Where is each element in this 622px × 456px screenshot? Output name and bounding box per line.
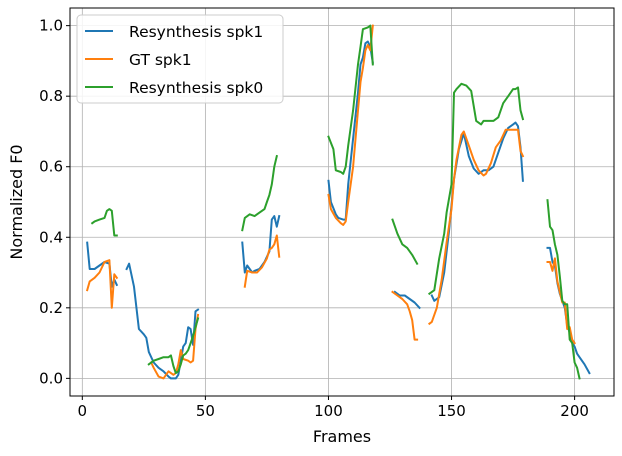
y-axis-label: Normalized F0 [7, 144, 26, 259]
y-tick-label: 1.0 [39, 17, 63, 35]
series-line-resynthesis-spk0 [391, 218, 419, 266]
x-tick-label: 100 [314, 402, 343, 420]
x-axis-label: Frames [313, 427, 371, 446]
series-line-gt-spk1 [149, 313, 200, 380]
series-line-resynthesis-spk0 [90, 208, 118, 237]
series-line-gt-spk1 [391, 290, 419, 341]
series-lines [85, 24, 591, 380]
series-line-gt-spk1 [327, 24, 374, 226]
x-tick-label: 0 [78, 402, 88, 420]
x-tick-label: 200 [560, 402, 589, 420]
x-tick-label: 150 [437, 402, 466, 420]
series-line-resynthesis-spk0 [147, 317, 200, 375]
y-tick-label: 0.8 [39, 87, 63, 105]
series-resynthesis-spk0 [90, 24, 581, 380]
series-line-resynthesis-spk0 [428, 82, 525, 296]
legend-label-resynthesis-spk1: Resynthesis spk1 [129, 23, 263, 41]
y-tick-label: 0.2 [39, 299, 63, 317]
y-tick-label: 0.0 [39, 369, 63, 387]
x-tick-label: 50 [196, 402, 215, 420]
legend: Resynthesis spk1 GT spk1 Resynthesis spk… [76, 14, 284, 104]
series-line-resynthesis-spk0 [241, 154, 279, 232]
plot-frame [69, 7, 615, 397]
series-line-resynthesis-spk1 [393, 290, 421, 310]
series-line-resynthesis-spk0 [327, 24, 374, 175]
grid [70, 8, 614, 396]
legend-label-resynthesis-spk0: Resynthesis spk0 [129, 79, 263, 97]
legend-label-gt-spk1: GT spk1 [129, 51, 192, 69]
series-line-gt-spk1 [427, 128, 525, 326]
axis-ticks: 0 50 100 150 200 0.0 0.2 0.4 0.6 0.8 1.0 [39, 17, 589, 420]
series-line-gt-spk1 [85, 259, 119, 309]
series-line-resynthesis-spk0 [546, 199, 581, 380]
y-tick-label: 0.6 [39, 158, 63, 176]
series-line-resynthesis-spk1 [125, 262, 200, 380]
y-tick-label: 0.4 [39, 228, 63, 246]
series-line-gt-spk1 [243, 234, 281, 288]
legend-box [76, 14, 284, 104]
series-gt-spk1 [85, 24, 576, 380]
series-line-resynthesis-spk1 [327, 40, 374, 221]
